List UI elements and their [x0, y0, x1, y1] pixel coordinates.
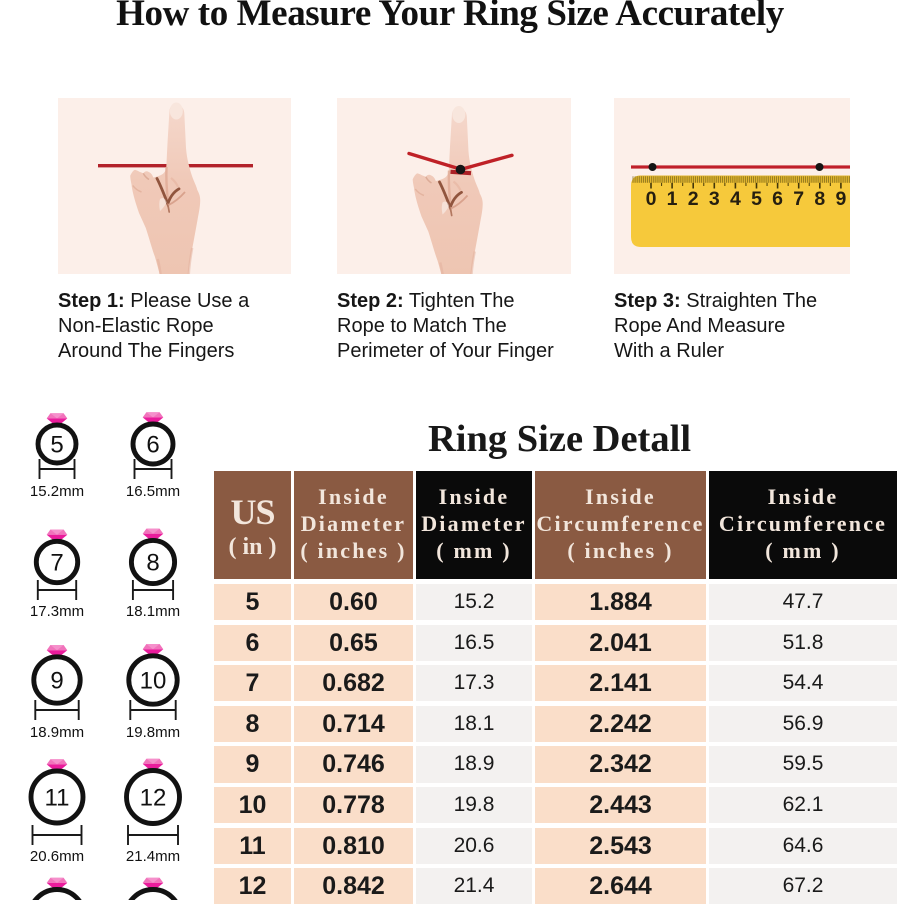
svg-text:1: 1	[667, 188, 678, 210]
svg-text:19.8mm: 19.8mm	[126, 724, 180, 741]
svg-text:12: 12	[140, 785, 167, 812]
svg-text:16.5mm: 16.5mm	[126, 483, 180, 500]
svg-text:10: 10	[140, 668, 167, 695]
svg-text:8: 8	[814, 188, 825, 210]
svg-text:21.4mm: 21.4mm	[126, 848, 180, 865]
svg-text:2: 2	[688, 188, 699, 210]
svg-text:6: 6	[146, 432, 159, 459]
svg-text:20.6mm: 20.6mm	[30, 848, 84, 865]
svg-text:15.2mm: 15.2mm	[30, 483, 84, 500]
svg-text:9: 9	[835, 188, 846, 210]
svg-text:18.9mm: 18.9mm	[30, 724, 84, 741]
svg-text:17.3mm: 17.3mm	[30, 603, 84, 620]
svg-text:7: 7	[793, 188, 804, 210]
svg-text:5: 5	[50, 432, 63, 459]
svg-text:6: 6	[772, 188, 783, 210]
svg-text:4: 4	[730, 188, 741, 210]
svg-text:18.1mm: 18.1mm	[126, 603, 180, 620]
svg-text:11: 11	[45, 785, 70, 812]
svg-text:3: 3	[709, 188, 720, 210]
svg-text:5: 5	[751, 188, 762, 210]
svg-text:7: 7	[50, 550, 63, 577]
svg-text:0: 0	[646, 188, 657, 210]
svg-text:9: 9	[50, 668, 63, 695]
svg-text:8: 8	[146, 550, 159, 577]
